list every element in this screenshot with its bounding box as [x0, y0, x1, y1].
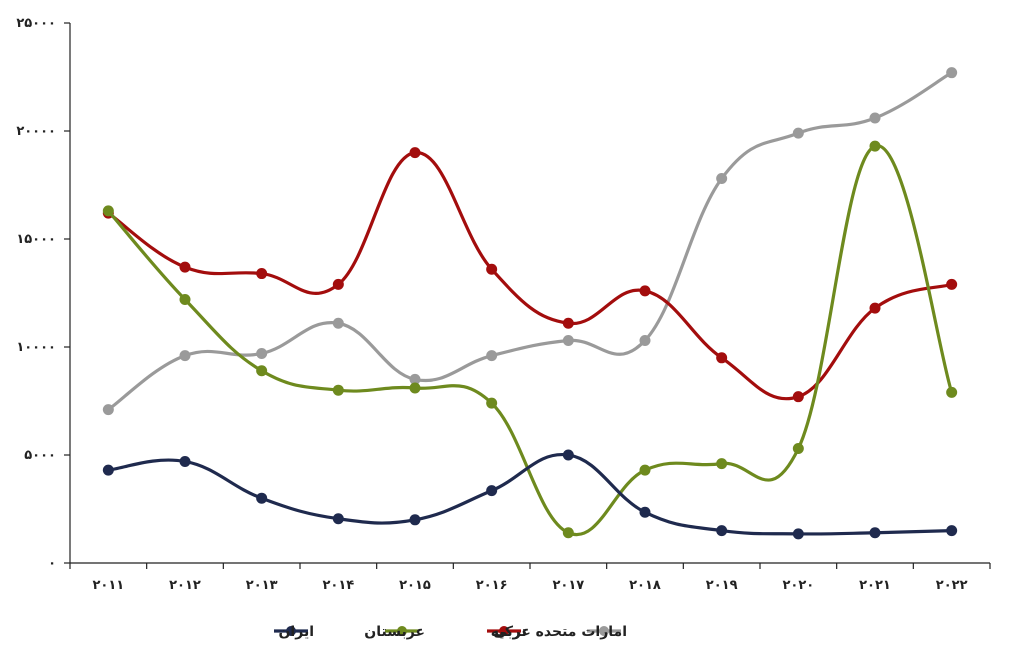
legend-item: ترکیه: [487, 624, 527, 640]
data-point: [486, 263, 498, 275]
data-point: [869, 302, 881, 314]
data-point: [869, 140, 881, 152]
data-point: [332, 384, 344, 396]
legend-label: عربستان: [364, 624, 425, 640]
series-line: [106, 144, 954, 537]
x-tick-label: ۲۰۱۹: [706, 578, 738, 593]
data-point: [639, 464, 651, 476]
data-point: [716, 458, 728, 470]
data-point: [179, 261, 191, 273]
legend-swatch-marker: [397, 626, 407, 636]
data-point: [869, 527, 881, 539]
series-line: [106, 71, 954, 412]
y-tick-label: ۵۰۰۰: [24, 448, 56, 463]
legend-label: امارات متحده عربی: [493, 624, 627, 640]
data-point: [179, 293, 191, 305]
data-point: [562, 449, 574, 461]
data-point: [486, 485, 498, 497]
legend-label: ترکیه: [491, 624, 527, 640]
series-line: [106, 150, 954, 401]
data-point: [486, 350, 498, 362]
data-point: [792, 127, 804, 139]
legend-item: امارات متحده عربی: [493, 624, 627, 640]
data-point: [256, 347, 268, 359]
x-tick-label: ۲۰۱۲: [169, 578, 201, 593]
legend-item: عربستان: [364, 624, 425, 640]
series-group: [102, 140, 958, 539]
x-tick-label: ۲۰۱۴: [322, 578, 354, 593]
data-point: [946, 386, 958, 398]
y-tick-label: ۱۵۰۰۰: [16, 232, 56, 247]
legend-item: ایران: [274, 624, 314, 640]
data-point: [102, 464, 114, 476]
series-group: [102, 67, 958, 416]
x-tick-label: ۲۰۱۸: [629, 578, 661, 593]
data-point: [256, 268, 268, 280]
data-point: [409, 382, 421, 394]
y-tick-label: ۱۰۰۰۰: [16, 340, 56, 355]
x-tick-label: ۲۰۱۷: [552, 578, 584, 593]
data-point: [639, 285, 651, 297]
data-point: [562, 527, 574, 539]
x-tick-label: ۲۰۱۳: [246, 578, 278, 593]
data-point: [256, 365, 268, 377]
data-point: [486, 397, 498, 409]
legend-label: ایران: [278, 624, 314, 640]
data-point: [716, 173, 728, 185]
data-point: [946, 278, 958, 290]
data-point: [639, 335, 651, 347]
data-point: [716, 352, 728, 364]
x-tick-label: ۲۰۲۱: [859, 578, 891, 593]
series-line: [106, 452, 954, 536]
series-group: [102, 147, 958, 403]
legend-swatch-marker: [599, 626, 609, 636]
data-point: [869, 112, 881, 124]
x-tick-label: ۲۰۱۱: [92, 578, 124, 593]
data-point: [179, 455, 191, 467]
x-tick-label: ۲۰۲۲: [936, 578, 968, 593]
legend-swatch-marker: [286, 626, 296, 636]
data-point: [792, 528, 804, 540]
data-point: [256, 492, 268, 504]
y-tick-label: ۲۵۰۰۰: [16, 16, 56, 31]
data-point: [102, 205, 114, 217]
data-point: [792, 391, 804, 403]
data-point: [332, 278, 344, 290]
x-tick-label: ۲۰۲۰: [782, 578, 814, 593]
axes: ۰ ۵۰۰۰ ۱۰۰۰۰ ۱۵۰۰۰ ۲۰۰۰۰ ۲۵۰۰۰ ۲۰۱۱ ۲۰۱۲ ۲۰۱۳ ۲۰۱…: [16, 16, 991, 593]
data-point: [332, 317, 344, 329]
data-point: [409, 147, 421, 159]
x-tick-label: ۲۰۱۶: [476, 578, 508, 593]
series-group: [102, 449, 958, 540]
y-tick-label: ۰: [48, 556, 56, 571]
data-point: [562, 317, 574, 329]
legend-swatch-marker: [499, 626, 509, 636]
data-point: [409, 514, 421, 526]
data-point: [946, 67, 958, 79]
data-point: [409, 373, 421, 385]
data-point: [332, 513, 344, 525]
data-point: [639, 506, 651, 518]
data-point: [716, 525, 728, 537]
data-point: [562, 335, 574, 347]
data-point: [102, 404, 114, 416]
y-tick-label: ۲۰۰۰۰: [16, 124, 56, 139]
data-point: [792, 443, 804, 455]
series-lines: [102, 67, 958, 540]
data-point: [179, 350, 191, 362]
data-point: [946, 525, 958, 537]
x-tick-label: ۲۰۱۵: [399, 578, 431, 593]
